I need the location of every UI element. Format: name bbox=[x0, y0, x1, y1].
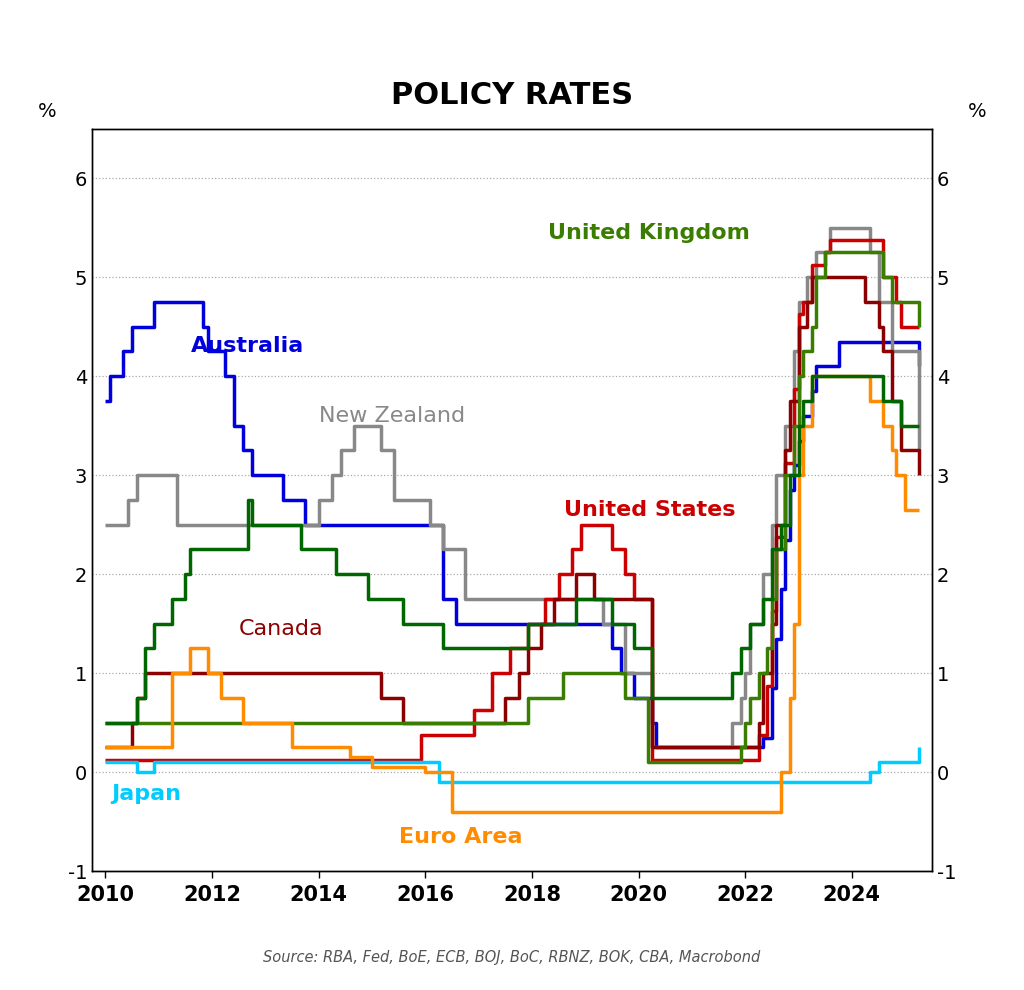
Text: %: % bbox=[968, 102, 986, 122]
Text: Euro Area: Euro Area bbox=[398, 827, 522, 846]
Text: %: % bbox=[38, 102, 56, 122]
Text: United States: United States bbox=[564, 500, 735, 520]
Title: POLICY RATES: POLICY RATES bbox=[391, 81, 633, 110]
Text: Australia: Australia bbox=[190, 337, 304, 356]
Text: Source: RBA, Fed, BoE, ECB, BOJ, BoC, RBNZ, BOK, CBA, Macrobond: Source: RBA, Fed, BoE, ECB, BOJ, BoC, RB… bbox=[263, 950, 761, 965]
Text: New Zealand: New Zealand bbox=[318, 406, 465, 426]
Text: Japan: Japan bbox=[111, 784, 181, 804]
Text: United Kingdom: United Kingdom bbox=[548, 223, 750, 243]
Text: Canada: Canada bbox=[239, 619, 324, 639]
